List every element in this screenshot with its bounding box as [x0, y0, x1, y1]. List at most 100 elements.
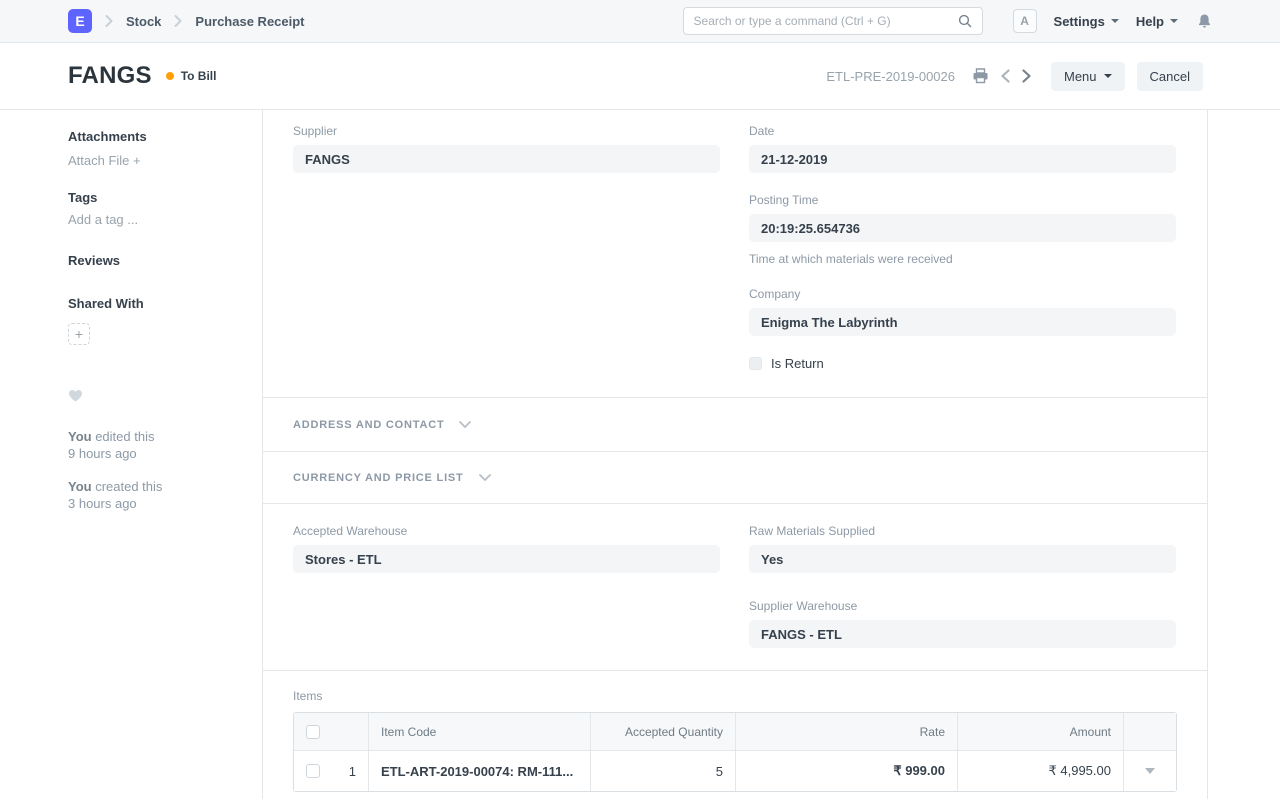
attach-file-button[interactable]: Attach File + — [68, 153, 242, 168]
status-label: To Bill — [180, 69, 217, 83]
row-actions-cell — [1124, 751, 1176, 791]
accepted-warehouse-input[interactable]: Stores - ETL — [293, 545, 720, 573]
row-expand-caret-icon[interactable] — [1145, 768, 1155, 774]
navbar-actions: A Settings Help — [682, 7, 1212, 35]
row-select-cell: 1 — [294, 751, 369, 791]
column-header-rate: Rate — [736, 713, 958, 751]
column-header-actions — [1124, 713, 1176, 751]
activity-text: edited this — [91, 429, 155, 444]
form-sidebar: Attachments Attach File + Tags Add a tag… — [0, 110, 263, 799]
help-label: Help — [1135, 13, 1164, 29]
activity-when: 3 hours ago — [68, 496, 137, 511]
breadcrumb-purchase-receipt[interactable]: Purchase Receipt — [195, 13, 305, 29]
form-body: Supplier FANGS Date 21-12-2019 Posting T… — [263, 110, 1208, 799]
prev-document-icon[interactable] — [1001, 69, 1010, 83]
print-icon[interactable] — [972, 68, 989, 84]
search-input[interactable] — [693, 14, 958, 28]
chevron-down-icon — [459, 421, 472, 428]
supplier-field: Supplier FANGS — [293, 124, 720, 173]
app-logo[interactable]: E — [68, 9, 92, 33]
item-code-cell[interactable]: ETL-ART-2019-00074: RM-111... — [369, 751, 591, 791]
accepted-warehouse-field: Accepted Warehouse Stores - ETL — [293, 524, 720, 573]
accepted-quantity-cell[interactable]: 5 — [591, 751, 736, 791]
supplier-warehouse-field: Supplier Warehouse FANGS - ETL — [749, 599, 1176, 648]
items-label: Items — [293, 689, 323, 703]
document-id: ETL-PRE-2019-00026 — [826, 68, 955, 84]
date-input[interactable]: 21-12-2019 — [749, 145, 1176, 173]
like-heart-icon[interactable] — [68, 389, 242, 402]
company-label: Company — [749, 287, 801, 301]
global-search[interactable] — [682, 7, 983, 35]
plus-icon: + — [74, 326, 84, 342]
raw-materials-supplied-field: Raw Materials Supplied Yes — [749, 524, 1176, 573]
chevron-down-icon — [1110, 19, 1119, 23]
cancel-button-label: Cancel — [1149, 68, 1190, 84]
chevron-right-icon — [174, 15, 182, 27]
raw-materials-supplied-label: Raw Materials Supplied — [749, 524, 876, 538]
company-input[interactable]: Enigma The Labyrinth — [749, 308, 1176, 336]
accepted-warehouse-label: Accepted Warehouse — [293, 524, 408, 538]
next-document-icon[interactable] — [1022, 69, 1031, 83]
page-title: FANGS — [68, 62, 152, 89]
tags-heading: Tags — [68, 190, 98, 205]
activity-created: You created this 3 hours ago — [68, 478, 242, 512]
attach-file-label: Attach File — [68, 153, 130, 168]
plus-icon: + — [133, 153, 141, 168]
section-details: Supplier FANGS Date 21-12-2019 Posting T… — [263, 110, 1207, 397]
items-table: Item Code Accepted Quantity Rate Amount … — [293, 712, 1177, 792]
supplier-input[interactable]: FANGS — [293, 145, 720, 173]
section-address-and-contact[interactable]: ADDRESS AND CONTACT — [263, 397, 1207, 451]
activity-when: 9 hours ago — [68, 446, 137, 461]
right-gutter — [1208, 110, 1280, 799]
user-avatar[interactable]: A — [1012, 9, 1037, 33]
company-field: Company Enigma The Labyrinth — [749, 287, 1176, 336]
menu-button[interactable]: Menu — [1051, 61, 1125, 91]
navbar: E Stock Purchase Receipt A Settings Help — [0, 0, 1280, 43]
chevron-down-icon — [478, 474, 491, 481]
activity-edited: You edited this 9 hours ago — [68, 428, 242, 462]
chevron-down-icon — [1170, 19, 1178, 23]
section-warehouse: Accepted Warehouse Stores - ETL Raw Mate… — [263, 503, 1207, 670]
shared-with-heading: Shared With — [68, 296, 144, 311]
help-menu[interactable]: Help — [1136, 14, 1178, 29]
is-return-checkbox[interactable] — [749, 357, 762, 370]
posting-time-help: Time at which materials were received — [749, 252, 953, 266]
chevron-right-icon — [105, 15, 113, 27]
column-header-amount: Amount — [958, 713, 1124, 751]
notifications-bell-icon[interactable] — [1197, 13, 1212, 29]
row-index: 1 — [348, 763, 356, 779]
date-field: Date 21-12-2019 — [749, 124, 1176, 173]
cancel-button[interactable]: Cancel — [1136, 61, 1203, 91]
select-all-checkbox[interactable] — [306, 724, 320, 739]
status-dot-icon — [165, 72, 174, 80]
supplier-warehouse-input[interactable]: FANGS - ETL — [749, 620, 1176, 648]
raw-materials-supplied-input[interactable]: Yes — [749, 545, 1176, 573]
breadcrumb: E Stock Purchase Receipt — [68, 9, 305, 33]
rate-cell[interactable]: ₹ 999.00 — [736, 751, 958, 791]
attachments-heading: Attachments — [68, 129, 147, 144]
supplier-warehouse-label: Supplier Warehouse — [749, 599, 858, 613]
settings-menu[interactable]: Settings — [1054, 14, 1119, 29]
activity-actor: You — [68, 479, 92, 494]
amount-cell[interactable]: ₹ 4,995.00 — [958, 751, 1124, 791]
posting-time-input[interactable]: 20:19:25.654736 — [749, 214, 1176, 242]
activity-text: created this — [91, 479, 163, 494]
status-badge: To Bill — [165, 69, 217, 83]
column-header-accepted-quantity: Accepted Quantity — [591, 713, 736, 751]
is-return-label: Is Return — [771, 356, 824, 371]
column-header-item-code: Item Code — [369, 713, 591, 751]
breadcrumb-stock[interactable]: Stock — [126, 13, 162, 29]
menu-button-label: Menu — [1064, 68, 1097, 84]
activity-actor: You — [68, 429, 92, 444]
is-return-field: Is Return — [749, 356, 1176, 371]
section-title: CURRENCY AND PRICE LIST — [293, 471, 464, 484]
settings-label: Settings — [1053, 13, 1105, 29]
page-header: FANGS To Bill ETL-PRE-2019-00026 Menu Ca… — [0, 43, 1280, 110]
select-all-cell — [294, 713, 369, 751]
date-label: Date — [749, 124, 775, 138]
chevron-down-icon — [1103, 74, 1112, 78]
row-checkbox[interactable] — [306, 764, 320, 778]
section-currency-and-price-list[interactable]: CURRENCY AND PRICE LIST — [263, 451, 1207, 503]
add-tag-button[interactable]: Add a tag ... — [68, 212, 139, 227]
add-share-button[interactable]: + — [68, 323, 90, 345]
